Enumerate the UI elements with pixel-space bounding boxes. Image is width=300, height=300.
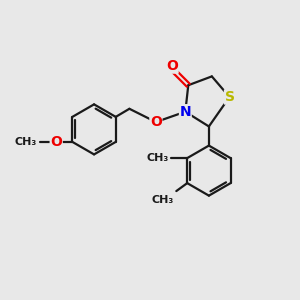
Text: O: O bbox=[166, 59, 178, 73]
Text: CH₃: CH₃ bbox=[152, 195, 174, 205]
Text: CH₃: CH₃ bbox=[146, 153, 169, 163]
Text: O: O bbox=[150, 115, 162, 129]
Text: O: O bbox=[50, 135, 62, 149]
Text: CH₃: CH₃ bbox=[15, 137, 37, 147]
Text: N: N bbox=[179, 105, 191, 119]
Text: S: S bbox=[224, 90, 235, 104]
